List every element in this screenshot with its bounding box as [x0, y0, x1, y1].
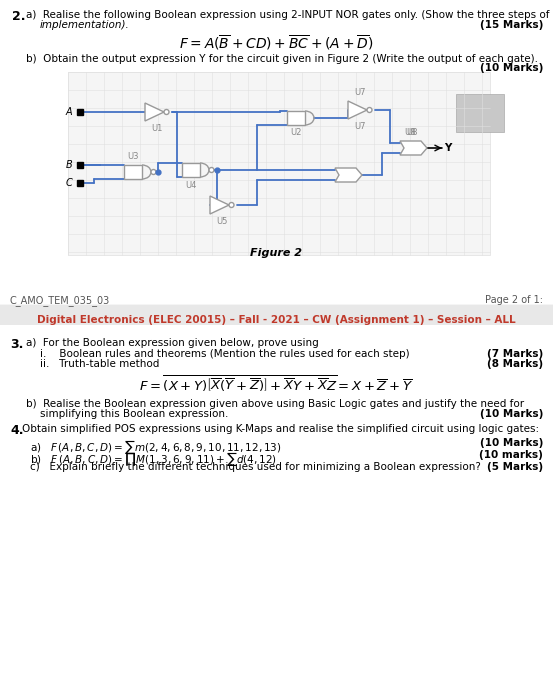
Bar — [182, 163, 200, 177]
Text: U7: U7 — [354, 122, 366, 131]
Text: (10 marks): (10 marks) — [479, 450, 543, 460]
Text: B: B — [65, 160, 72, 170]
Text: U2: U2 — [290, 128, 302, 137]
Text: (10 Marks): (10 Marks) — [479, 438, 543, 448]
Polygon shape — [145, 103, 164, 121]
Text: implementation).: implementation). — [40, 20, 130, 30]
Text: a)  Realise the following Boolean expression using 2-INPUT NOR gates only. (Show: a) Realise the following Boolean express… — [26, 10, 550, 20]
Text: (8 Marks): (8 Marks) — [487, 359, 543, 369]
Text: c)   Explain briefly the different techniques used for minimizing a Boolean expr: c) Explain briefly the different techniq… — [30, 462, 481, 472]
Text: U1: U1 — [152, 124, 163, 133]
Text: Figure 2: Figure 2 — [251, 248, 302, 258]
Text: a)  For the Boolean expression given below, prove using: a) For the Boolean expression given belo… — [26, 338, 319, 348]
Text: $F = \overline{(X+Y)\left[\overline{X}(\overline{Y}+\overline{Z})\right]+\overli: $F = \overline{(X+Y)\left[\overline{X}(\… — [139, 374, 414, 393]
Text: U8: U8 — [404, 128, 416, 137]
Text: ii.   Truth-table method: ii. Truth-table method — [40, 359, 159, 369]
Text: Page 2 of 1:: Page 2 of 1: — [485, 295, 543, 305]
Text: Y: Y — [444, 143, 451, 153]
Text: 4.: 4. — [10, 424, 23, 437]
Text: U8: U8 — [406, 128, 418, 137]
Polygon shape — [348, 101, 367, 119]
Text: 3.: 3. — [10, 338, 23, 351]
Polygon shape — [400, 141, 427, 155]
Text: U7: U7 — [354, 88, 366, 97]
Bar — [287, 111, 305, 125]
Text: C: C — [65, 178, 72, 188]
Text: C_AMO_TEM_035_03: C_AMO_TEM_035_03 — [10, 295, 110, 306]
Bar — [0, 305, 553, 325]
Text: a)   $F\,(A,B,C,D) = \sum m(2,4,6,8,9,10,11,12,13)$: a) $F\,(A,B,C,D) = \sum m(2,4,6,8,9,10,1… — [30, 438, 281, 456]
Text: U5: U5 — [216, 217, 228, 226]
Text: b)  Realise the Boolean expression given above using Basic Logic gates and justi: b) Realise the Boolean expression given … — [26, 399, 524, 409]
Text: (7 Marks): (7 Marks) — [487, 349, 543, 359]
Text: b)   $F\,(A,B,C,D) = \prod M(1,3,6,9,11) + \sum d(4,12)$: b) $F\,(A,B,C,D) = \prod M(1,3,6,9,11) +… — [30, 450, 277, 468]
Text: 2.: 2. — [12, 10, 25, 23]
Bar — [456, 94, 504, 132]
Text: Digital Electronics (ELEC 20015) – Fall - 2021 – CW (Assignment 1) – Session – A: Digital Electronics (ELEC 20015) – Fall … — [37, 315, 516, 325]
Bar — [68, 72, 490, 255]
Circle shape — [229, 203, 234, 207]
Text: $F = A(\overline{B} + CD) + \overline{B}\overline{C} + (A + \overline{D})$: $F = A(\overline{B} + CD) + \overline{B}… — [179, 34, 374, 52]
Text: (15 Marks): (15 Marks) — [479, 20, 543, 30]
Text: (10 Marks): (10 Marks) — [479, 63, 543, 73]
Circle shape — [209, 167, 214, 172]
Text: U4: U4 — [185, 181, 197, 190]
Text: simplifying this Boolean expression.: simplifying this Boolean expression. — [40, 409, 228, 419]
Circle shape — [164, 110, 169, 114]
Polygon shape — [335, 168, 362, 182]
Text: U3: U3 — [127, 152, 139, 161]
Text: Obtain simplified POS expressions using K-Maps and realise the simplified circui: Obtain simplified POS expressions using … — [22, 424, 539, 434]
Bar — [124, 165, 142, 179]
Text: b)  Obtain the output expression Y for the circuit given in Figure 2 (Write the : b) Obtain the output expression Y for th… — [26, 54, 538, 64]
Text: (10 Marks): (10 Marks) — [479, 409, 543, 419]
Circle shape — [151, 169, 156, 174]
Polygon shape — [210, 196, 229, 214]
Text: i.    Boolean rules and theorems (Mention the rules used for each step): i. Boolean rules and theorems (Mention t… — [40, 349, 410, 359]
Text: (5 Marks): (5 Marks) — [487, 462, 543, 472]
Text: A: A — [65, 107, 72, 117]
Circle shape — [367, 107, 372, 112]
